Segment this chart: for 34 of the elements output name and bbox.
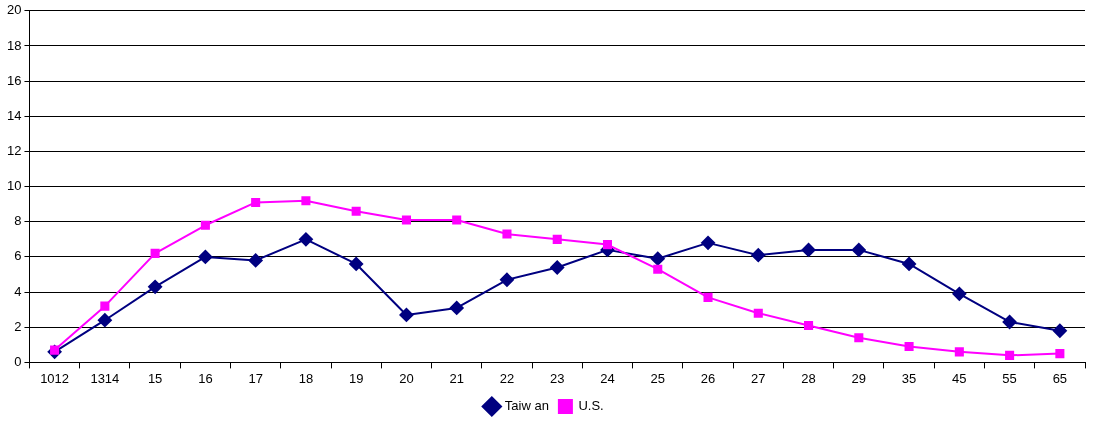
x-tick-label: 21 xyxy=(449,370,464,386)
x-tick-label: 18 xyxy=(298,370,314,386)
x-tick-label: 26 xyxy=(700,370,716,386)
legend-label: U.S. xyxy=(578,398,604,414)
x-tick-label: 15 xyxy=(147,370,163,386)
x-tick-label: 35 xyxy=(901,370,917,386)
x-tick-label: 22 xyxy=(499,370,515,386)
y-tick-label: 20 xyxy=(6,2,22,18)
legend-label: Taiw an xyxy=(504,398,549,414)
x-tick-label: 16 xyxy=(198,370,213,386)
y-tick-label: 14 xyxy=(6,107,22,123)
y-tick-label: 10 xyxy=(6,178,22,194)
x-tick-label: 29 xyxy=(851,370,867,386)
x-tick-label: 20 xyxy=(399,370,414,386)
y-tick-label: 16 xyxy=(6,72,22,88)
y-tick-label: 18 xyxy=(6,37,22,53)
y-tick-label: 8 xyxy=(14,213,22,229)
x-tick-label: 1012 xyxy=(40,370,70,386)
x-tick-label: 27 xyxy=(751,370,766,386)
x-tick-label: 24 xyxy=(600,370,615,386)
x-tick-label: 1314 xyxy=(90,370,120,386)
x-tick-label: 23 xyxy=(550,370,565,386)
y-tick-label: 2 xyxy=(14,318,22,334)
y-tick-label: 4 xyxy=(14,283,22,299)
x-tick-label: 19 xyxy=(348,370,364,386)
x-tick-label: 65 xyxy=(1052,370,1068,386)
x-tick-label: 25 xyxy=(650,370,665,386)
x-tick-label: 28 xyxy=(801,370,816,386)
y-tick-label: 0 xyxy=(14,353,22,369)
x-tick-label: 55 xyxy=(1002,370,1017,386)
y-tick-label: 6 xyxy=(14,248,22,264)
x-tick-label: 45 xyxy=(952,370,967,386)
y-tick-label: 12 xyxy=(6,143,22,159)
x-tick-label: 17 xyxy=(248,370,263,386)
